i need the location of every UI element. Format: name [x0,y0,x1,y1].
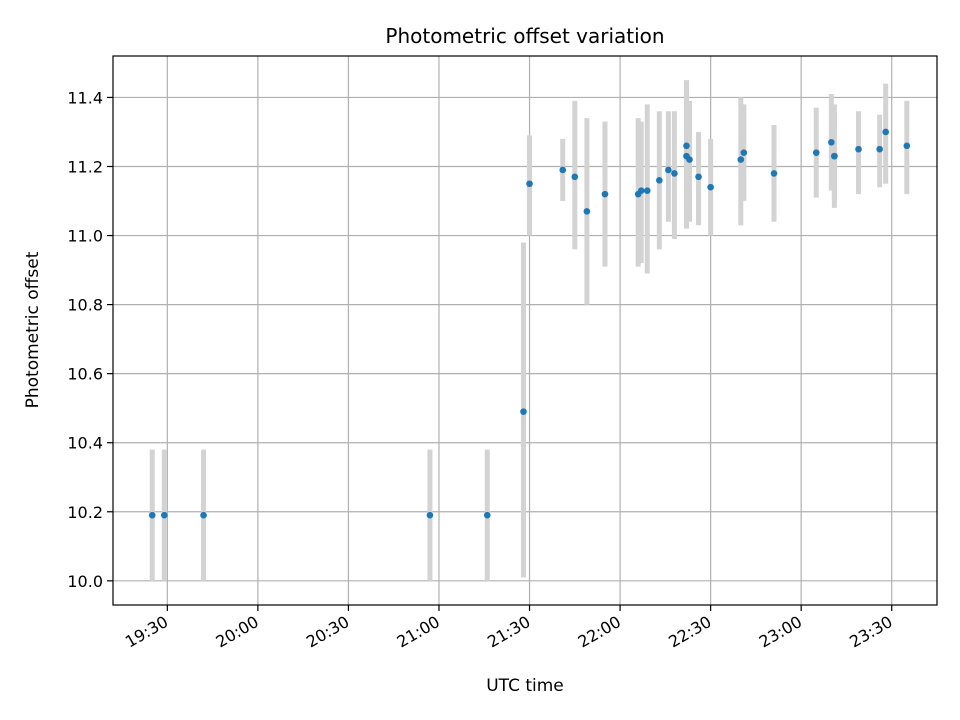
data-point [520,408,527,415]
data-point [665,166,672,174]
chart-title: Photometric offset variation [385,24,664,48]
data-point [161,511,168,519]
data-point [656,177,663,184]
data-point [426,511,434,519]
data-point [831,152,838,160]
data-point [686,156,693,163]
y-tick-label: 10.0 [67,572,103,591]
data-point [707,183,714,191]
y-tick-label: 11.0 [67,227,103,246]
data-point [643,187,651,194]
data-point [601,190,609,198]
y-tick-label: 11.4 [67,88,103,107]
data-point [828,139,835,146]
y-axis-title: Photometric offset [23,251,43,408]
data-point [855,145,862,153]
data-point [812,149,820,156]
plot-frame [112,55,938,606]
data-point [671,170,678,177]
data-point [740,149,748,156]
data-point [683,142,690,150]
point-layer [148,128,911,519]
x-axis-title: UTC time [486,676,564,696]
y-tick-label: 10.6 [67,365,103,384]
data-point [637,187,645,194]
y-tick-label: 11.2 [67,157,103,176]
data-point [148,511,156,519]
data-point [903,142,911,150]
data-point [737,156,745,163]
data-point [583,208,591,215]
y-tick-layer: 10.0 10.2 10.4 10.6 10.8 11.0 11.2 11.4 [67,88,113,591]
data-point [571,173,579,181]
data-point [695,173,702,181]
y-tick-label: 10.2 [67,503,103,522]
data-point [882,128,889,136]
data-point [526,180,533,188]
data-point [200,511,207,519]
data-point [876,145,883,153]
y-tick-label: 10.4 [67,434,103,453]
data-point [559,166,567,174]
data-point [483,511,491,519]
y-tick-label: 10.8 [67,296,103,315]
data-point [770,170,778,177]
